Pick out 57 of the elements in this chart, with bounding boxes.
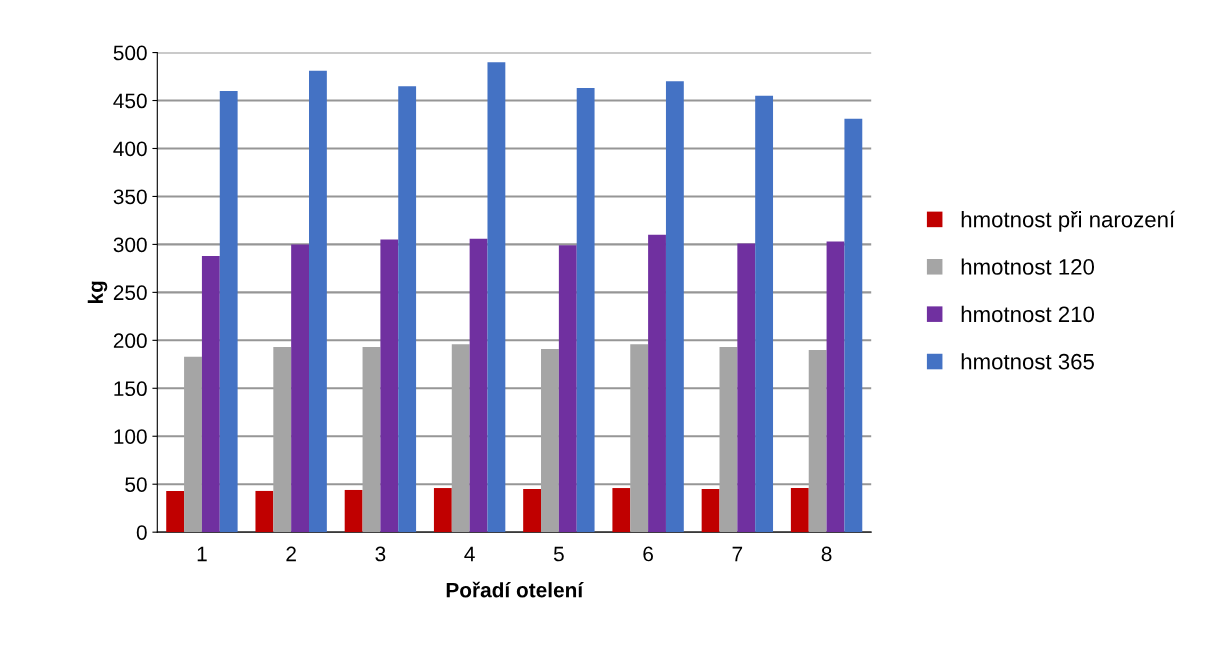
y-tick-label: 300: [113, 237, 147, 253]
bar: [612, 488, 631, 533]
bar: [469, 238, 488, 533]
x-tick-label: 4: [464, 546, 475, 562]
y-tick-label: 500: [113, 45, 147, 61]
x-tick-label: 5: [553, 546, 564, 562]
bar: [184, 356, 202, 533]
bar: [433, 488, 452, 533]
bar: [541, 348, 559, 533]
bar: [844, 118, 863, 533]
legend-label: hmotnost při narození: [961, 210, 1176, 232]
legend-label: hmotnost 365: [961, 353, 1094, 370]
bar: [487, 62, 506, 533]
bar: [309, 70, 327, 533]
bar: [344, 489, 363, 533]
x-axis-title: Pořadí otelení: [446, 581, 584, 598]
y-tick-label: 0: [136, 525, 147, 540]
y-tick-label: 250: [113, 285, 147, 301]
bar: [790, 488, 809, 533]
bar: [398, 86, 417, 533]
bar: [576, 88, 595, 533]
bar: [665, 81, 684, 533]
bar: [166, 490, 185, 533]
y-tick-label: 200: [113, 333, 147, 349]
bar: [273, 347, 292, 533]
bar: [523, 489, 542, 533]
x-tick-label: 3: [375, 546, 386, 562]
bar: [558, 245, 577, 533]
bar: [362, 347, 381, 533]
x-tick-label: 7: [732, 546, 743, 562]
bar: [219, 90, 238, 533]
bar: [755, 95, 774, 533]
bar: [255, 490, 274, 533]
bar: [701, 489, 720, 533]
bar: [451, 344, 470, 533]
y-tick-label: 50: [125, 477, 147, 492]
y-axis-title: kg: [87, 281, 108, 304]
bar: [201, 255, 220, 533]
x-tick-label: 6: [643, 546, 653, 562]
x-tick-label: 2: [286, 546, 296, 562]
y-tick-label: 450: [113, 93, 147, 109]
bar: [630, 344, 649, 533]
bar: [291, 244, 309, 533]
y-tick-label: 400: [113, 141, 147, 157]
x-tick-label: 8: [821, 546, 832, 562]
y-tick-label: 100: [114, 429, 147, 444]
bar: [808, 349, 827, 533]
bar: [826, 241, 845, 533]
legend-label: hmotnost 120: [961, 258, 1095, 275]
bar: [648, 234, 666, 533]
y-tick-label: 150: [114, 381, 147, 397]
y-tick-label: 350: [113, 189, 147, 205]
bar: [380, 239, 399, 533]
bar: [737, 243, 756, 533]
x-tick-label: 1: [197, 546, 207, 562]
bar: [719, 347, 738, 533]
legend-label: hmotnost 210: [961, 305, 1095, 323]
